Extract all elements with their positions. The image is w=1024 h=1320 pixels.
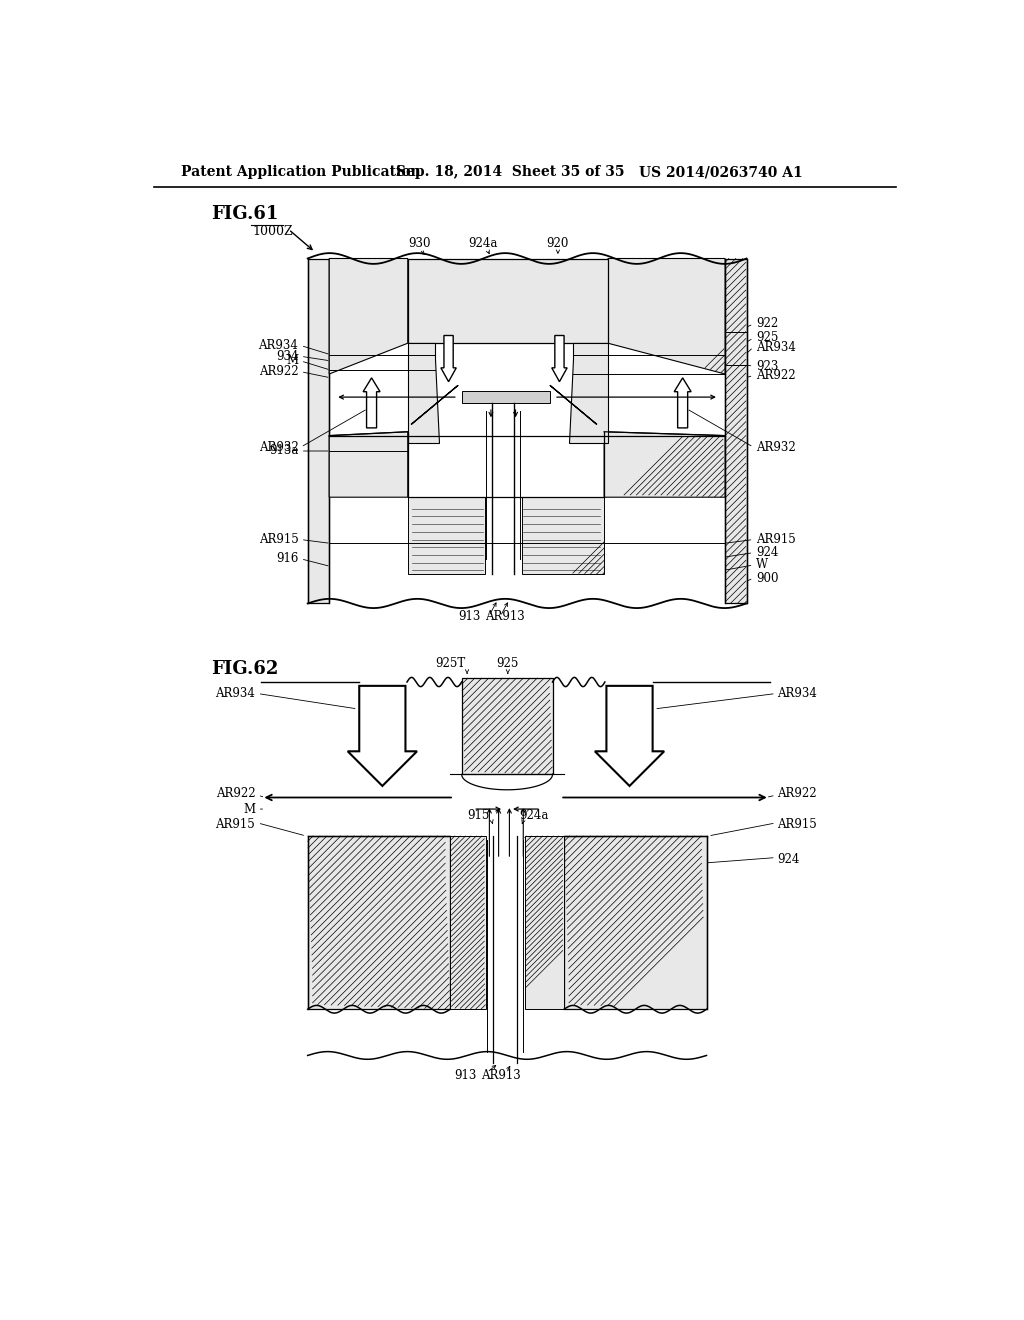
Polygon shape [451, 836, 485, 1010]
Polygon shape [674, 378, 691, 428]
Text: AR915: AR915 [777, 818, 817, 832]
Polygon shape [608, 259, 725, 374]
Text: AR934: AR934 [215, 686, 255, 700]
Text: AR915: AR915 [215, 818, 255, 832]
Polygon shape [552, 335, 567, 381]
Polygon shape [462, 678, 553, 775]
Text: 915: 915 [467, 809, 489, 822]
Text: 913: 913 [459, 610, 481, 623]
Polygon shape [521, 498, 604, 574]
Polygon shape [408, 498, 484, 574]
Polygon shape [595, 686, 665, 785]
Text: US 2014/0263740 A1: US 2014/0263740 A1 [639, 165, 803, 180]
Text: AR922: AR922 [777, 787, 817, 800]
Text: Sep. 18, 2014  Sheet 35 of 35: Sep. 18, 2014 Sheet 35 of 35 [396, 165, 625, 180]
Text: AR915: AR915 [756, 533, 796, 546]
Polygon shape [364, 378, 380, 428]
Text: 934: 934 [275, 350, 298, 363]
Text: 1000Z: 1000Z [252, 226, 293, 239]
Text: 925T: 925T [435, 657, 465, 671]
Polygon shape [307, 836, 451, 1010]
Text: M: M [287, 354, 298, 367]
Text: 930: 930 [408, 238, 430, 249]
Polygon shape [441, 335, 457, 381]
Polygon shape [725, 259, 746, 603]
Text: 916: 916 [276, 552, 298, 565]
Text: FIG.61: FIG.61 [211, 205, 279, 223]
Text: AR922: AR922 [756, 370, 796, 381]
Polygon shape [524, 836, 564, 1010]
Text: AR934: AR934 [258, 339, 298, 352]
Polygon shape [462, 391, 550, 404]
Polygon shape [348, 686, 417, 785]
Text: AR922: AR922 [259, 366, 298, 379]
Text: 924a: 924a [469, 238, 498, 249]
Text: AR934: AR934 [756, 341, 796, 354]
Text: 920: 920 [547, 238, 569, 249]
Text: 922: 922 [756, 317, 778, 330]
Polygon shape [408, 343, 438, 444]
Text: 925: 925 [497, 657, 519, 671]
Text: 913: 913 [455, 1069, 477, 1081]
Text: W: W [756, 558, 768, 572]
Text: AR922: AR922 [216, 787, 255, 800]
Text: 900: 900 [756, 572, 778, 585]
Polygon shape [330, 432, 408, 498]
Text: FIG.62: FIG.62 [211, 660, 279, 678]
Text: AR932: AR932 [756, 441, 796, 454]
Text: AR934: AR934 [777, 686, 817, 700]
Text: 924: 924 [756, 546, 778, 560]
Polygon shape [564, 836, 707, 1010]
Text: Patent Application Publication: Patent Application Publication [180, 165, 420, 180]
Text: AR915: AR915 [259, 533, 298, 546]
Text: AR913: AR913 [484, 610, 524, 623]
Text: 925: 925 [756, 331, 778, 345]
Polygon shape [569, 343, 608, 444]
Text: AR932: AR932 [259, 441, 298, 454]
Text: 913a: 913a [269, 445, 298, 458]
Text: 924a: 924a [519, 809, 549, 822]
Polygon shape [307, 259, 330, 603]
Polygon shape [604, 432, 725, 498]
Text: AR913: AR913 [481, 1069, 520, 1081]
Polygon shape [408, 259, 608, 343]
Text: 923: 923 [756, 360, 778, 372]
Text: 924: 924 [777, 853, 800, 866]
Polygon shape [330, 259, 408, 374]
Text: M: M [243, 803, 255, 816]
